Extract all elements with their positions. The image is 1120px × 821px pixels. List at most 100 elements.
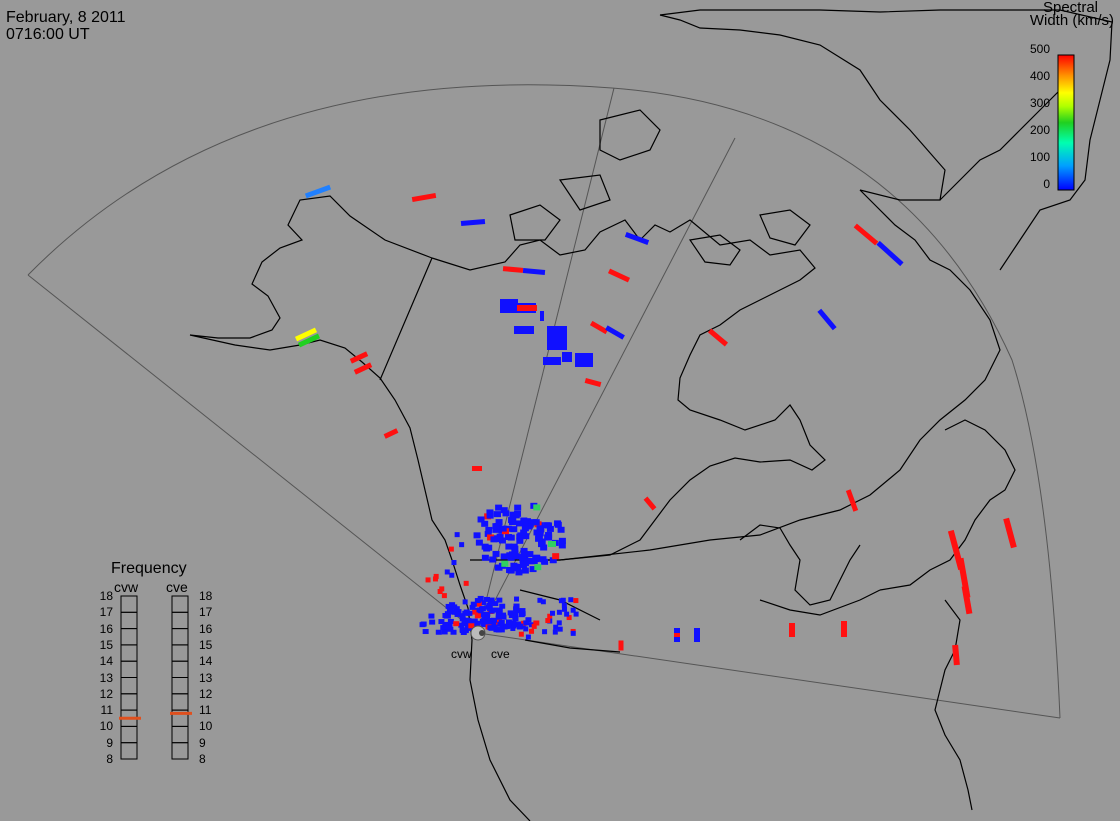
echo-cell [552,553,560,560]
echo-cell [472,609,479,615]
echo-cell [477,516,485,523]
echo-cell [448,546,454,552]
echo-cell [483,596,490,602]
frequency-level-label: 15 [99,637,113,652]
echo-cell [442,624,449,630]
echo-cell [441,629,448,635]
echo-cell [441,593,447,599]
echo-cell [540,599,546,605]
echo-cell [481,520,489,527]
echo-cell [462,599,468,605]
echo-cell [495,627,502,633]
echo-cell [503,624,510,630]
echo-cell [495,504,503,511]
echo-cell [519,608,526,614]
echo-cell [535,535,543,542]
echo-cell [476,607,483,613]
frequency-level-label: 14 [99,654,113,669]
echo-cell [541,558,549,565]
frequency-level-label: 18 [99,589,113,603]
echo-cell [510,543,518,550]
echo-cell [439,586,445,592]
echo-cell [500,299,518,313]
frequency-level-label: 9 [106,735,113,750]
echo-cell [433,573,439,579]
echo-cell [532,519,540,526]
frequency-title: Frequency [111,560,187,577]
echo-cell [460,218,486,227]
echo-cell [496,607,503,613]
echo-cell [509,511,517,518]
echo-cell [605,325,625,340]
echo-cell [537,526,545,533]
echo-cell [481,554,489,561]
echo-cell [525,634,531,640]
echo-cell [510,562,518,569]
echo-cell [562,352,572,362]
echo-cell [817,308,837,331]
echo-cell [540,311,544,321]
echo-cell [438,619,445,625]
echo-cell [540,544,548,551]
site-label-cvw: cvw [451,647,472,661]
colorbar-tick-label: 500 [1029,42,1050,56]
echo-cell [462,610,469,616]
echo-cell [516,533,524,540]
echo-cell [543,357,561,365]
frequency-level-label: 12 [199,686,213,701]
echo-cell [521,567,529,574]
echo-cell [643,496,657,511]
echo-cell [515,569,523,576]
echo-cell [554,521,562,528]
echo-cell [547,613,553,619]
echo-cell [545,522,553,529]
echo-cell [584,378,602,387]
radar-sites [470,625,486,641]
frequency-level-label: 18 [199,589,213,603]
frequency-level-label: 16 [199,621,213,636]
echo-cell [506,567,514,574]
echo-cell [471,620,478,626]
echo-cell [483,545,491,552]
colorbar-tick-label: 100 [1029,150,1050,164]
echo-cell [490,536,498,543]
echo-cell [444,611,451,617]
echo-cell [486,602,493,608]
echo-cell [556,609,562,615]
echo-cell [519,611,526,617]
echo-cell [492,550,500,557]
frequency-level-label: 10 [199,719,213,734]
echo-cell [475,539,483,546]
frequency-level-label: 14 [199,654,213,669]
echo-cell [425,577,431,583]
echo-cell [501,560,509,567]
echo-cell [573,598,579,604]
echo-cell [514,326,534,334]
echo-cell [499,525,507,532]
echo-cell [961,585,973,615]
echo-cell [537,597,543,603]
echo-cell [500,553,508,560]
echo-cell [547,326,567,350]
echo-cell [589,320,609,335]
echo-cell [479,600,486,606]
frequency-level-label: 13 [199,670,213,685]
echo-cell [492,601,499,607]
echo-cell [349,351,369,364]
echo-cell [383,428,399,439]
colorbar [1057,54,1075,191]
echo-cell [517,305,537,311]
colorbar-title-line1: Spectral [1042,0,1098,16]
echo-cell [304,184,332,199]
echo-cell [485,526,493,533]
frequency-level-label: 15 [199,637,213,652]
colorbar-gradient [1057,54,1075,191]
echo-cell [435,629,442,635]
echo-cell [505,619,512,625]
echo-cell [482,618,489,624]
echo-cell [507,610,514,616]
echo-cell [514,510,522,517]
frequency-label-cvw: cvw [114,579,139,595]
echo-cell [488,597,495,603]
